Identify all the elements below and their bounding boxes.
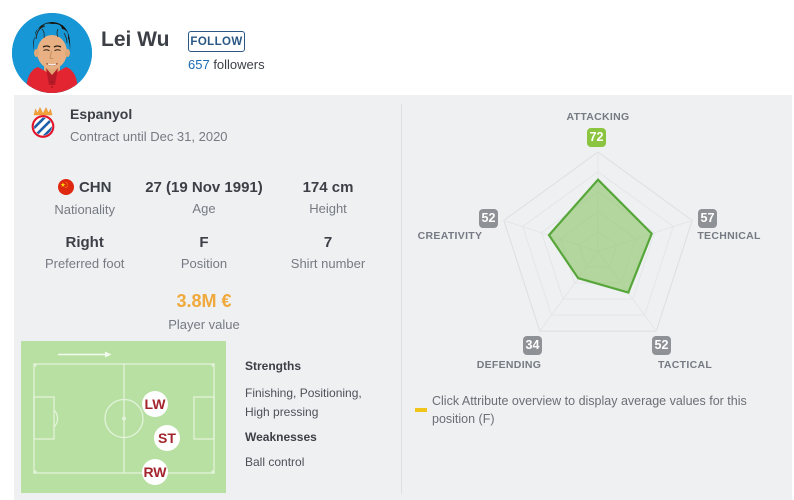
svg-text:LW: LW bbox=[145, 396, 167, 412]
svg-text:RW: RW bbox=[143, 464, 167, 480]
svg-text:ST: ST bbox=[158, 430, 176, 446]
